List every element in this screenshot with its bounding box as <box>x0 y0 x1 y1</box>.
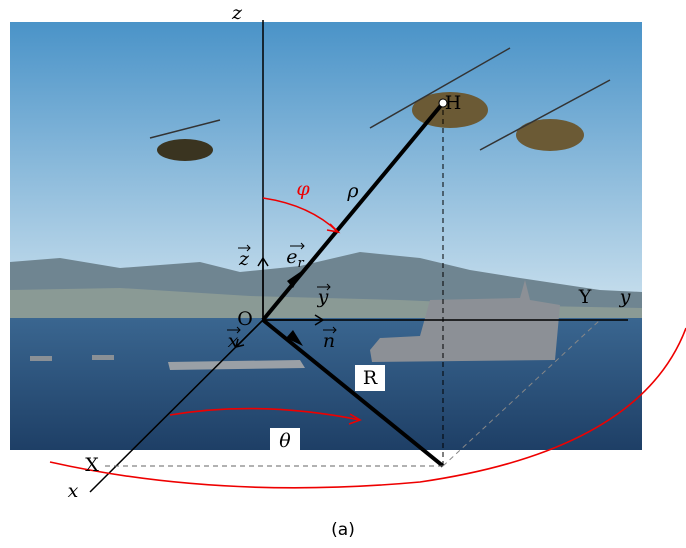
z-vector-label: z <box>238 248 250 270</box>
z-axis-label: z <box>231 2 243 24</box>
e-r-base: e <box>286 246 297 268</box>
y-vector-label: y <box>317 286 329 308</box>
e-r-sub: r <box>298 256 305 271</box>
x-vector-label: x <box>228 330 239 352</box>
r-label: R <box>363 367 378 389</box>
x-point-label: X <box>85 454 99 476</box>
h-label: H <box>445 92 462 114</box>
y-point-label: Y <box>578 286 592 308</box>
origin-label: O <box>237 308 253 330</box>
phi-label: φ <box>296 178 310 200</box>
y-axis-label: y <box>619 286 631 308</box>
rho-label: ρ <box>346 180 359 202</box>
diagram: z H φ ρ er z y Y y O x n R θ X x (a) <box>0 0 686 548</box>
n-vector-label: n <box>323 330 335 352</box>
photo <box>10 22 642 450</box>
caption: (a) <box>331 520 355 540</box>
x-axis-label: x <box>68 480 79 502</box>
theta-label: θ <box>279 430 291 452</box>
